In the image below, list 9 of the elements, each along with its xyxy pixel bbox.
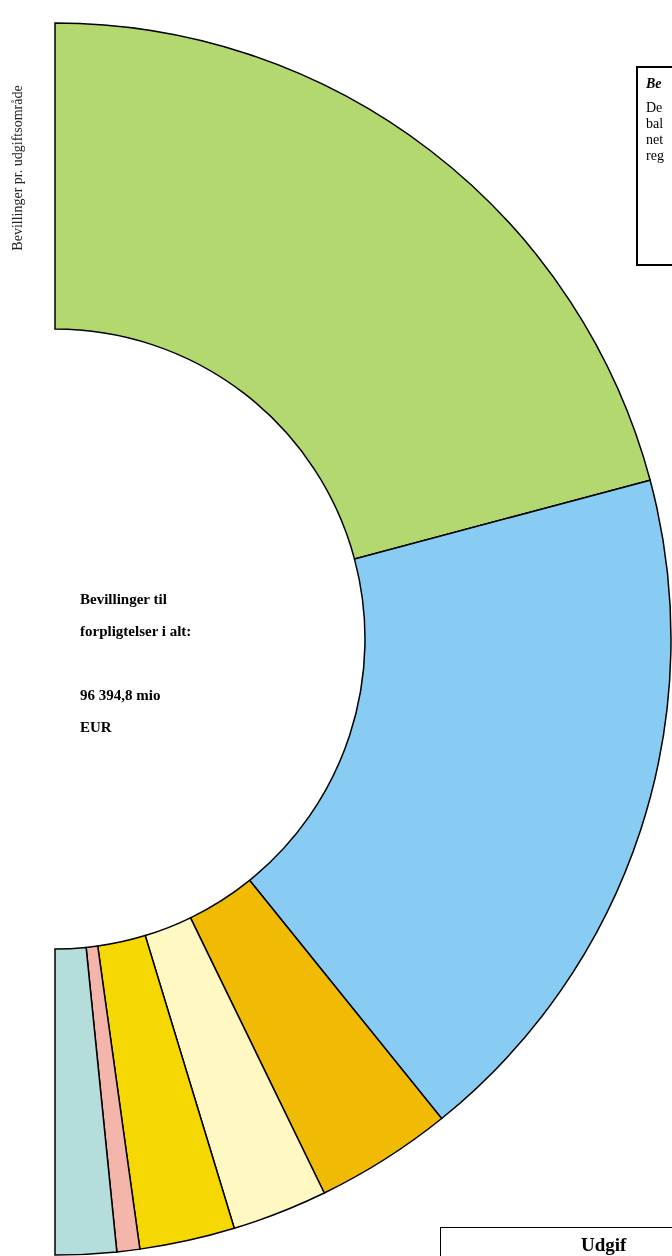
text: Udgif: [581, 1234, 627, 1256]
text: Be: [646, 76, 663, 92]
text: Bevillinger til forpligtelser i alt:: [80, 590, 192, 641]
text: Bevillinger pr. udgiftsområde: [10, 85, 26, 251]
text: 96 394,8 mio EUR: [80, 686, 162, 737]
text: De: [646, 100, 664, 116]
text: net: [646, 132, 665, 148]
text: bal: [646, 116, 665, 132]
text: reg: [646, 148, 665, 164]
